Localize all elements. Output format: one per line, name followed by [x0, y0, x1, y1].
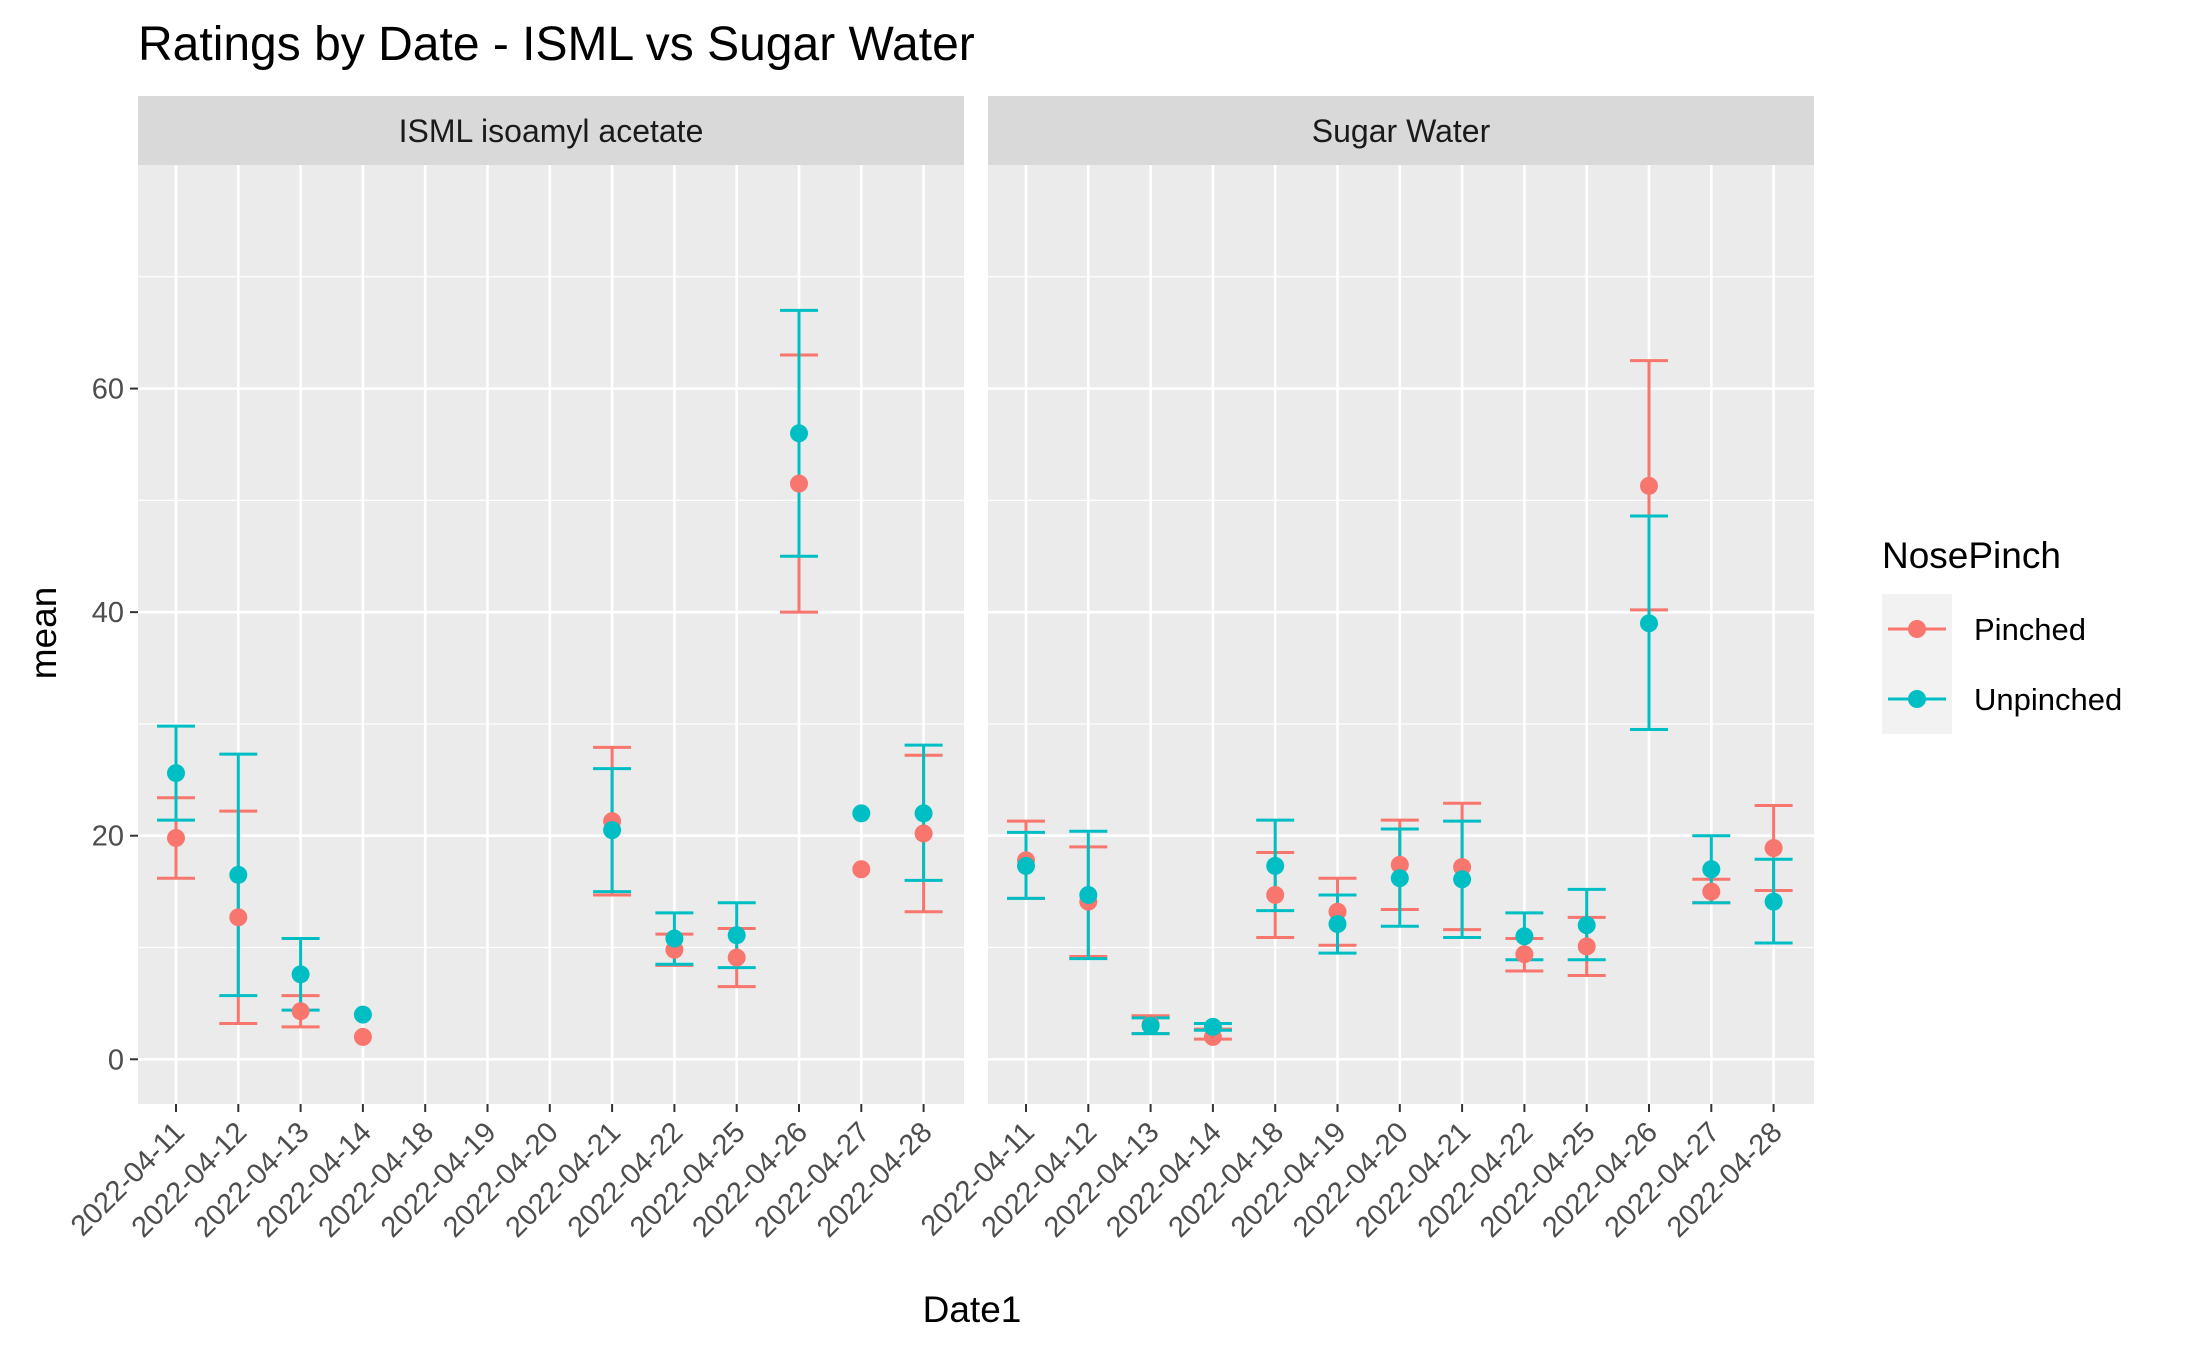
data-point [1017, 856, 1035, 875]
data-point [852, 860, 871, 879]
facet-strip-label: Sugar Water [1312, 113, 1491, 149]
data-point [291, 1002, 310, 1021]
data-point [229, 908, 248, 927]
data-point [1390, 855, 1409, 874]
y-axis-title: mean [23, 587, 64, 680]
data-point [1515, 945, 1534, 964]
data-point [914, 804, 933, 823]
data-point [1141, 1016, 1160, 1035]
data-point [353, 1005, 372, 1024]
chart-title: Ratings by Date - ISML vs Sugar Water [138, 18, 975, 71]
x-axis-title: Date1 [923, 1289, 1022, 1330]
data-point [229, 865, 248, 884]
data-point [790, 424, 808, 443]
data-point [167, 764, 185, 783]
legend-entry-label: Unpinched [1974, 682, 2122, 717]
legend-entry-label: Pinched [1974, 612, 2086, 647]
data-point [852, 804, 871, 823]
facet-strip-label: ISML isoamyl acetate [399, 113, 704, 149]
data-point [1640, 614, 1658, 633]
legend-entry: Unpinched [1882, 664, 2122, 734]
y-tick-label: 20 [92, 821, 124, 853]
legend: NosePinch Pinched Unpinched [1882, 535, 2122, 734]
data-point [1266, 856, 1285, 875]
legend-key-point [1908, 690, 1926, 708]
y-tick-label: 0 [108, 1044, 124, 1076]
legend-title: NosePinch [1882, 535, 2061, 576]
data-point [1640, 476, 1658, 495]
data-point [1453, 870, 1472, 889]
legend-entry: Pinched [1882, 594, 2086, 664]
data-point [167, 828, 185, 847]
data-point [1577, 916, 1596, 935]
data-point [1390, 869, 1409, 888]
data-point [1764, 839, 1783, 858]
data-point [1328, 915, 1347, 934]
facet-panel: ISML isoamyl acetate02040602022-04-11202… [65, 96, 964, 1244]
data-point [1266, 885, 1285, 904]
data-point [1577, 937, 1596, 956]
data-point [1764, 892, 1783, 911]
facet-strip [988, 96, 1814, 165]
data-point [727, 948, 746, 967]
legend-key-point [1908, 620, 1926, 638]
facet-strip [138, 96, 964, 165]
panels-layer: ISML isoamyl acetate02040602022-04-11202… [65, 96, 1814, 1244]
data-point [1328, 902, 1347, 921]
data-point [353, 1027, 372, 1046]
facet-panel: Sugar Water2022-04-112022-04-122022-04-1… [915, 96, 1814, 1244]
data-point [1702, 860, 1721, 879]
data-point [1079, 885, 1098, 904]
y-tick-label: 40 [92, 597, 124, 629]
data-point [603, 821, 622, 840]
data-point [1702, 882, 1721, 901]
legend-entries: Pinched Unpinched [1882, 594, 2122, 734]
data-point [291, 965, 310, 984]
data-point [1515, 927, 1534, 946]
data-point [1453, 858, 1472, 877]
data-point [665, 929, 684, 948]
data-point [790, 474, 808, 493]
y-tick-label: 60 [92, 374, 124, 406]
data-point [1203, 1017, 1222, 1036]
data-point [727, 926, 746, 945]
data-point [914, 824, 933, 843]
